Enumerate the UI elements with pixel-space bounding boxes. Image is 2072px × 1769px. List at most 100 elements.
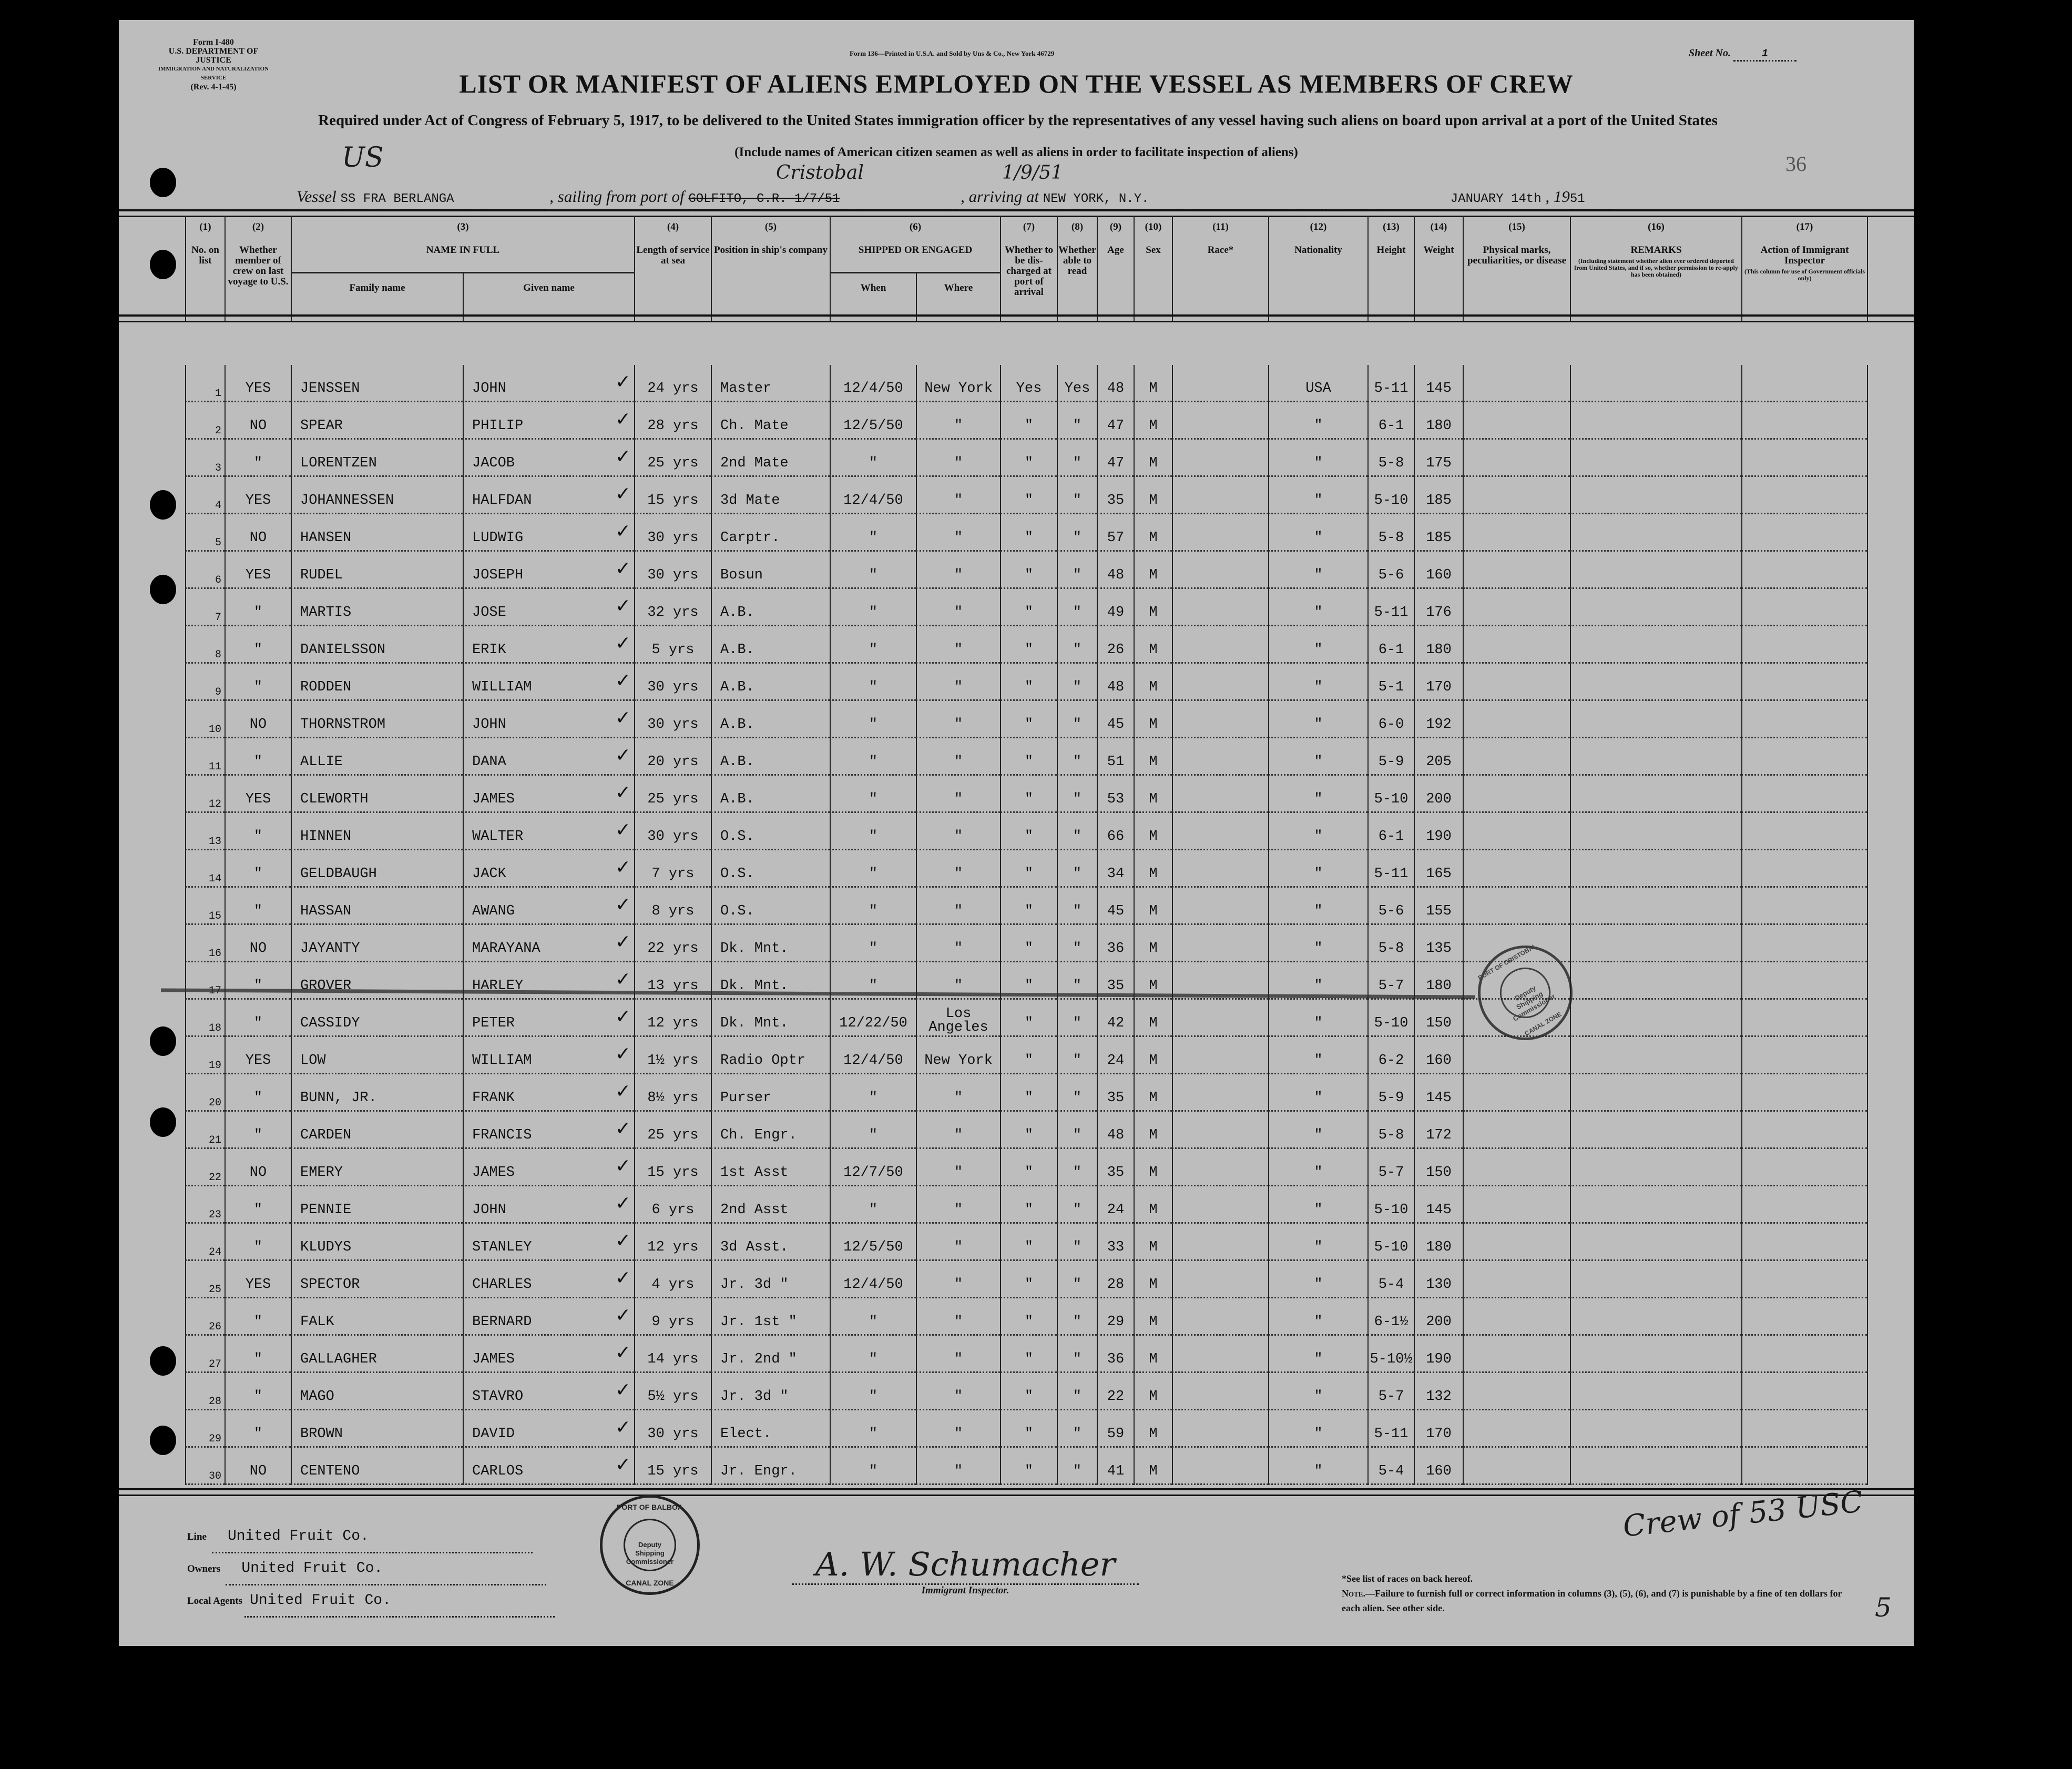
height: 6-1 — [1367, 626, 1414, 664]
margin-cell — [119, 962, 185, 1000]
shipped-where: Los Angeles — [916, 1000, 1000, 1037]
nationality: " — [1268, 1336, 1367, 1373]
able-to-read: " — [1057, 664, 1097, 701]
column-label: Length of service at sea — [636, 245, 710, 266]
inspector-signature-block: A. W. Schumacher Immigrant Inspector. — [792, 1545, 1139, 1597]
remarks — [1570, 1336, 1741, 1373]
check-mark-icon: ✓ — [615, 371, 631, 393]
discharged: " — [1000, 1149, 1057, 1186]
shipped-when: 12/4/50 — [830, 477, 916, 514]
discharged: " — [1000, 1224, 1057, 1261]
family-name: CASSIDY — [291, 1000, 463, 1037]
shipped-where: " — [916, 552, 1000, 589]
vessel-name: SS FRA BERLANGA — [340, 190, 546, 210]
row-number: 13 — [185, 813, 224, 850]
row-number: 16 — [185, 925, 224, 962]
service-length: 30 yrs — [634, 552, 711, 589]
race — [1172, 925, 1268, 962]
margin-cell — [119, 888, 185, 925]
stamp-outer: PORT OF BALBOA — [617, 1503, 683, 1511]
agents-label: Local Agents — [187, 1595, 243, 1607]
service-length: 8½ yrs — [634, 1074, 711, 1112]
discharged: " — [1000, 626, 1057, 664]
margin-cell — [119, 1224, 185, 1261]
height: 5-8 — [1367, 925, 1414, 962]
end-cell — [1867, 1336, 1914, 1373]
nationality: " — [1268, 1448, 1367, 1485]
race — [1172, 1149, 1268, 1186]
age: 35 — [1097, 1149, 1134, 1186]
race — [1172, 962, 1268, 1000]
shipped-when: " — [830, 813, 916, 850]
shipped-where: " — [916, 1224, 1000, 1261]
column-number: (10) — [1145, 221, 1162, 232]
family-name: JENSSEN — [291, 365, 463, 402]
sex: M — [1134, 589, 1172, 626]
last-voyage: " — [224, 1336, 291, 1373]
inspector-action — [1741, 664, 1867, 701]
position: Ch. Mate — [711, 402, 830, 440]
weight: 200 — [1414, 1298, 1463, 1336]
weight: 185 — [1414, 477, 1463, 514]
column-number: (15) — [1508, 221, 1525, 232]
physical-marks — [1463, 626, 1570, 664]
given-name: CHARLES ✓ — [463, 1261, 634, 1298]
remarks — [1570, 552, 1741, 589]
family-name: GALLAGHER — [291, 1336, 463, 1373]
last-voyage: " — [224, 738, 291, 776]
able-to-read: " — [1057, 776, 1097, 813]
position: Bosun — [711, 552, 830, 589]
nationality: " — [1268, 776, 1367, 813]
family-name: RUDEL — [291, 552, 463, 589]
last-voyage: " — [224, 626, 291, 664]
weight: 170 — [1414, 1410, 1463, 1448]
end-cell — [1867, 850, 1914, 888]
last-voyage: NO — [224, 1149, 291, 1186]
margin-cell — [119, 1000, 185, 1037]
given-name: LUDWIG ✓ — [463, 514, 634, 552]
owners-label: Owners — [187, 1563, 221, 1574]
column-note: (Including statement whether alien ever … — [1574, 257, 1738, 278]
height: 5-9 — [1367, 738, 1414, 776]
height: 5-10½ — [1367, 1336, 1414, 1373]
position: Radio Optr — [711, 1037, 830, 1074]
form-id-block: Form I-480 U.S. DEPARTMENT OF JUSTICE IM… — [150, 38, 277, 92]
remarks — [1570, 1112, 1741, 1149]
punch-hole — [150, 1426, 176, 1455]
end-cell — [1867, 1448, 1914, 1485]
punch-hole — [150, 1107, 176, 1137]
age: 22 — [1097, 1373, 1134, 1410]
physical-marks — [1463, 365, 1570, 402]
remarks — [1570, 664, 1741, 701]
height: 5-10 — [1367, 1186, 1414, 1224]
inspector-action — [1741, 701, 1867, 738]
height: 5-11 — [1367, 1410, 1414, 1448]
shipped-when: 12/5/50 — [830, 402, 916, 440]
end-cell — [1867, 440, 1914, 477]
shipped-when: " — [830, 1074, 916, 1112]
last-voyage: YES — [224, 365, 291, 402]
discharged: " — [1000, 589, 1057, 626]
check-mark-icon: ✓ — [615, 1043, 631, 1065]
given-name: AWANG ✓ — [463, 888, 634, 925]
shipped-when: " — [830, 589, 916, 626]
family-name: DANIELSSON — [291, 626, 463, 664]
last-voyage: YES — [224, 1037, 291, 1074]
end-cell — [1867, 701, 1914, 738]
physical-marks — [1463, 850, 1570, 888]
shipped-when: 12/22/50 — [830, 1000, 916, 1037]
family-name: BROWN — [291, 1410, 463, 1448]
check-mark-icon: ✓ — [615, 1006, 631, 1028]
service-length: 30 yrs — [634, 514, 711, 552]
physical-marks — [1463, 962, 1570, 1000]
corner-mark: 5 — [1875, 1592, 1892, 1623]
margin-cell — [119, 1448, 185, 1485]
age: 42 — [1097, 1000, 1134, 1037]
position: A.B. — [711, 664, 830, 701]
row-number: 29 — [185, 1410, 224, 1448]
able-to-read: " — [1057, 1298, 1097, 1336]
height: 6-1½ — [1367, 1298, 1414, 1336]
margin-cell — [119, 701, 185, 738]
shipped-where: " — [916, 962, 1000, 1000]
physical-marks — [1463, 440, 1570, 477]
